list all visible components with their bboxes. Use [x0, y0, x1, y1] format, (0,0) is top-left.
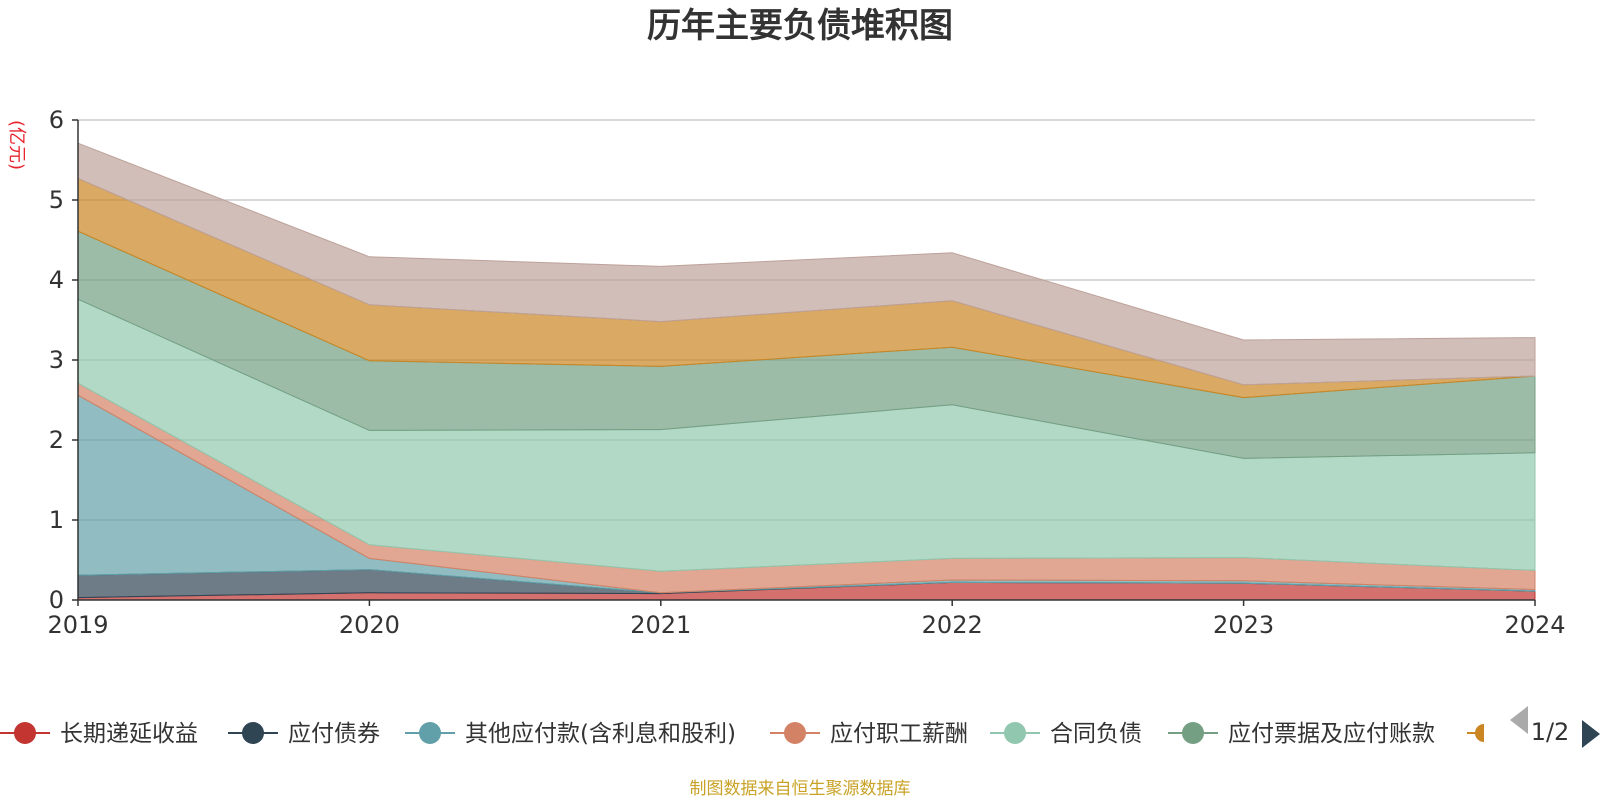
legend-item[interactable]: 应付职工薪酬 — [770, 721, 968, 747]
legend-marker-icon — [784, 722, 806, 744]
legend-pager: 1/2 — [1510, 706, 1600, 748]
axes: 0 1 2 3 4 5 6 2019 2020 2021 2022 2023 2024 — [47, 106, 1565, 639]
legend-item[interactable]: 应付债券 — [228, 721, 380, 747]
legend-label: 应付职工薪酬 — [830, 721, 968, 747]
x-tick-label: 2020 — [339, 611, 400, 639]
x-tick-label: 2022 — [922, 611, 983, 639]
legend-marker-icon — [1004, 722, 1026, 744]
y-tick-label: 3 — [49, 346, 64, 374]
area-series — [77, 142, 1536, 601]
legend-label: 应付债券 — [288, 721, 380, 747]
data-source-note: 制图数据来自恒生聚源数据库 — [690, 779, 911, 799]
legend-marker-icon — [14, 722, 36, 744]
y-tick-label: 6 — [49, 106, 64, 134]
legend-label: 其他应付款(含利息和股利) — [465, 721, 736, 747]
y-tick-label: 1 — [49, 506, 64, 534]
legend-label: 应付票据及应付账款 — [1228, 721, 1435, 747]
legend: 长期递延收益 应付债券 其他应付款(含利息和股利) 应付职工薪酬 合同负债 应付票据及应付… — [0, 721, 1484, 747]
legend-marker-icon — [1475, 724, 1484, 742]
legend-item[interactable]: 合同负债 — [990, 721, 1142, 747]
legend-marker-icon — [419, 722, 441, 744]
y-tick-label: 2 — [49, 426, 64, 454]
legend-prev-icon[interactable] — [1510, 706, 1528, 734]
y-tick-label: 0 — [49, 586, 64, 614]
x-tick-label: 2019 — [47, 611, 108, 639]
legend-page-indicator: 1/2 — [1531, 718, 1570, 746]
x-tick-label: 2024 — [1504, 611, 1565, 639]
legend-item[interactable]: 应付票据及应付账款 — [1168, 721, 1435, 747]
legend-label: 长期递延收益 — [60, 721, 198, 747]
chart-title: 历年主要负债堆积图 — [647, 6, 953, 46]
y-tick-label: 5 — [49, 186, 64, 214]
legend-item[interactable]: 长期递延收益 — [0, 721, 198, 747]
y-axis-unit-label: (亿元) — [6, 120, 27, 170]
legend-label: 合同负债 — [1050, 721, 1142, 747]
y-tick-label: 4 — [49, 266, 64, 294]
legend-marker-icon — [242, 722, 264, 744]
legend-next-icon[interactable] — [1582, 720, 1600, 748]
area-series-7 — [77, 142, 1536, 386]
x-tick-label: 2023 — [1213, 611, 1274, 639]
legend-item[interactable]: 其他应付款(含利息和股利) — [405, 721, 736, 747]
legend-marker-icon — [1182, 722, 1204, 744]
x-tick-label: 2021 — [630, 611, 691, 639]
